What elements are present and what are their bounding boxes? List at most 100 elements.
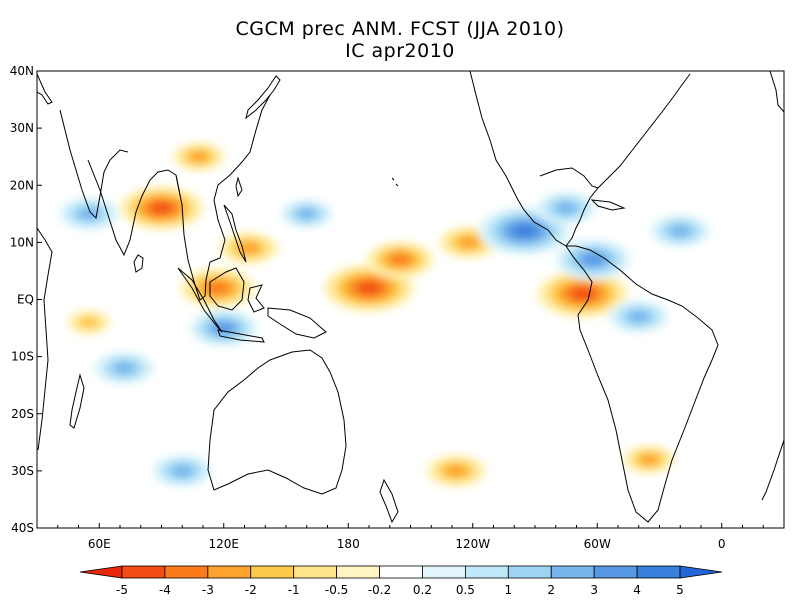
colorbar-label: 3 bbox=[590, 583, 598, 597]
anomaly-south-america-east-wet bbox=[608, 299, 670, 334]
colorbar-segment bbox=[507, 565, 552, 579]
lat-tick-label: 10S bbox=[11, 350, 34, 364]
colorbar-segment bbox=[550, 565, 595, 579]
anomaly-southern-ocean-wet bbox=[151, 454, 213, 488]
anomaly-north-atlantic-wet bbox=[649, 214, 711, 248]
japan-coastline bbox=[245, 75, 281, 120]
anomaly-bay-of-bengal-dry bbox=[119, 185, 204, 231]
anomaly-indian-ocean-wet bbox=[93, 351, 155, 385]
anomaly-maritime-continent-wet bbox=[189, 309, 259, 347]
colorbar-label: 0.2 bbox=[413, 583, 432, 597]
anomaly-caribbean-wet bbox=[535, 191, 597, 225]
north-america-coastline bbox=[469, 71, 691, 247]
colorbar-segment bbox=[379, 565, 423, 579]
colorbar-arrow-high bbox=[679, 565, 723, 579]
colorbar-segment bbox=[164, 565, 209, 579]
europe-africa-west-coastline bbox=[769, 71, 784, 113]
arabia-coastline bbox=[37, 73, 53, 105]
colorbar-label: -0.2 bbox=[368, 583, 391, 597]
anomaly-central-pacific-dry-core bbox=[322, 263, 416, 313]
longitude-axis: 60E 120E 180 120W 60W 0 bbox=[57, 523, 764, 551]
lat-tick-label: 10N bbox=[10, 235, 34, 249]
lat-tick-label: 40N bbox=[10, 64, 34, 78]
lon-tick-label: 180 bbox=[337, 537, 360, 551]
colorbar-label: 4 bbox=[633, 583, 641, 597]
colorbar-segment bbox=[250, 565, 295, 579]
lat-tick-label: EQ bbox=[17, 293, 34, 307]
anomaly-central-pacific-dry-band bbox=[365, 240, 435, 279]
philippines-coastline bbox=[223, 204, 247, 263]
lon-tick-label: 60E bbox=[88, 537, 111, 551]
anomaly-south-pacific-dry bbox=[425, 454, 487, 488]
anomaly-contour bbox=[572, 288, 594, 300]
south-america-coastline bbox=[565, 245, 719, 523]
colorbar-segment bbox=[336, 565, 380, 579]
lat-tick-label: 20N bbox=[10, 178, 34, 192]
lon-tick-label: 120E bbox=[209, 537, 240, 551]
lon-tick-label: 60W bbox=[584, 537, 611, 551]
colorbar-label: 2 bbox=[547, 583, 555, 597]
lat-tick-label: 30S bbox=[11, 464, 34, 478]
anomaly-contour bbox=[114, 362, 135, 374]
colorbar-label: -5 bbox=[116, 583, 128, 597]
colorbar-segment bbox=[121, 565, 166, 579]
anomaly-east-asia-dry bbox=[172, 141, 226, 172]
anomaly-south-atlantic-dry bbox=[622, 444, 676, 475]
anomaly-western-indian-ocean-dry bbox=[66, 309, 112, 336]
colorbar: -5 -4 -3 -2 -1 -0.5 -0.2 0.2 0.5 1 2 3 4 5 bbox=[79, 565, 723, 597]
anomaly-philippines-dry bbox=[218, 231, 280, 265]
anomaly-arabian-sea-wet bbox=[58, 197, 120, 231]
sumatra-coastline bbox=[177, 267, 223, 333]
anomaly-west-pacific-wet bbox=[280, 198, 334, 229]
new-guinea-coastline bbox=[267, 307, 327, 339]
lon-tick-label: 120W bbox=[455, 537, 490, 551]
anomaly-contour bbox=[640, 454, 658, 465]
indochina-coastline bbox=[175, 94, 271, 301]
colorbar-label: -3 bbox=[202, 583, 214, 597]
colorbar-segment bbox=[422, 565, 466, 579]
colorbar-segment bbox=[593, 565, 638, 579]
anomaly-contour bbox=[458, 236, 479, 248]
chart-subtitle: IC apr2010 bbox=[345, 40, 455, 62]
anomaly-contour bbox=[513, 225, 536, 237]
anomaly-south-china-sea-dry bbox=[179, 267, 256, 309]
anomaly-contour bbox=[358, 282, 380, 294]
anomaly-contour bbox=[555, 202, 577, 214]
coastlines bbox=[37, 71, 784, 524]
lon-tick-label: 0 bbox=[718, 537, 726, 551]
anomaly-contour bbox=[670, 225, 691, 237]
colorbar-label: 5 bbox=[676, 583, 684, 597]
anomaly-contour bbox=[582, 253, 604, 266]
colorbar-segment bbox=[636, 565, 681, 579]
latitude-axis: 40N 30N 20N 10N EQ 10S 20S 30S 40S bbox=[10, 64, 42, 535]
colorbar-label: 1 bbox=[504, 583, 512, 597]
colorbar-label: -1 bbox=[288, 583, 300, 597]
anomaly-contour bbox=[190, 151, 208, 162]
lat-tick-label: 30N bbox=[10, 121, 34, 135]
india-coastline bbox=[87, 159, 181, 257]
anomaly-contour bbox=[172, 465, 193, 477]
colorbar-label: -4 bbox=[159, 583, 171, 597]
colorbar-label: 0.5 bbox=[456, 583, 475, 597]
colorbar-label: -2 bbox=[245, 583, 257, 597]
colorbar-label: -0.5 bbox=[325, 583, 348, 597]
anomaly-contour bbox=[151, 202, 172, 214]
colorbar-segment bbox=[464, 565, 509, 579]
australia-coastline bbox=[207, 349, 347, 495]
anomaly-contour bbox=[446, 465, 467, 477]
lat-tick-label: 40S bbox=[11, 521, 34, 535]
colorbar-arrow-low bbox=[79, 565, 123, 579]
anomaly-contour bbox=[628, 311, 649, 323]
anomaly-contour bbox=[207, 282, 228, 294]
anomaly-contour bbox=[297, 208, 316, 219]
anomaly-contour bbox=[390, 254, 410, 265]
anomaly-east-pacific-dry-tongue bbox=[438, 225, 500, 260]
africa-coastline bbox=[37, 227, 53, 451]
colorbar-segment bbox=[293, 565, 338, 579]
madagascar-coastline bbox=[69, 373, 85, 429]
anomaly-northwest-south-america-dry bbox=[536, 269, 630, 319]
borneo-coastline bbox=[209, 267, 245, 311]
chart-title: CGCM prec ANM. FCST (JJA 2010) bbox=[235, 18, 565, 40]
anomaly-contour bbox=[79, 316, 99, 328]
